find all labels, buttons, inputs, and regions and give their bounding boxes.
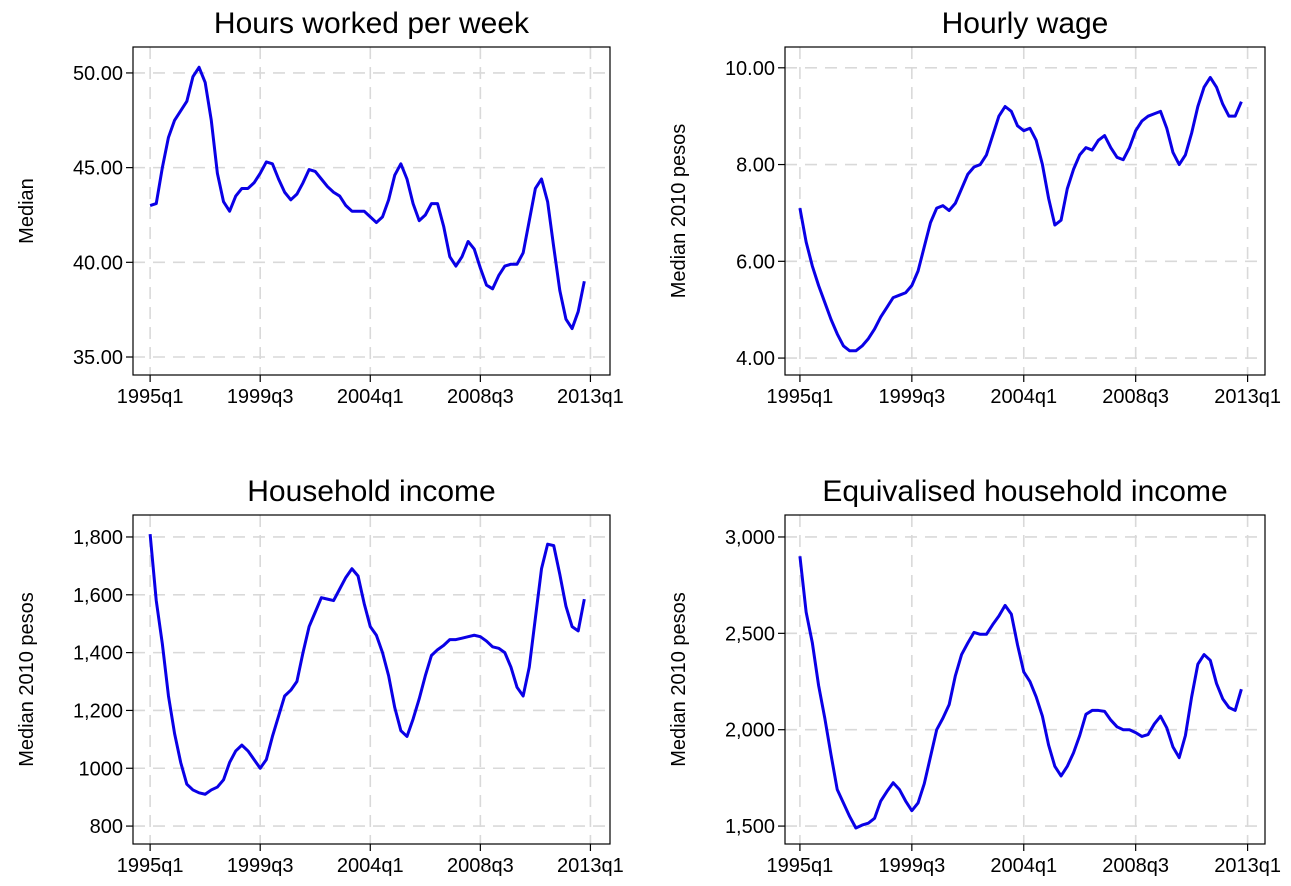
plot-frame <box>784 46 1266 376</box>
x-tick-label: 1995q1 <box>117 386 184 408</box>
data-line <box>798 75 1243 353</box>
y-axis-label: Median 2010 pesos <box>668 124 690 299</box>
y-tick-label: 40.00 <box>73 252 123 274</box>
y-tick-label: 45.00 <box>73 158 123 180</box>
plot-frame <box>132 514 611 845</box>
y-tick-label: 1,200 <box>73 700 123 722</box>
y-tick-label: 1,500 <box>725 816 775 838</box>
plot-frame <box>132 46 611 376</box>
y-tick-label: 1,600 <box>73 585 123 607</box>
x-tick-label: 2013q1 <box>557 386 624 408</box>
chart-title: Hourly wage <box>942 7 1109 40</box>
data-line <box>149 65 586 331</box>
chart-title: Equivalised household income <box>822 475 1227 508</box>
data-line <box>148 533 586 796</box>
x-tick-label: 2013q1 <box>1214 386 1281 408</box>
x-tick-label: 2004q1 <box>990 386 1057 408</box>
x-tick-label: 2013q1 <box>557 855 624 877</box>
y-tick-label: 1000 <box>79 758 124 780</box>
y-tick-label: 4.00 <box>736 348 775 370</box>
x-tick-label: 2008q3 <box>1102 855 1169 877</box>
x-tick-label: 1995q1 <box>117 855 184 877</box>
chart-title: Household income <box>247 475 495 508</box>
chart-title: Hours worked per week <box>214 7 530 40</box>
plot-frame <box>784 514 1266 845</box>
y-axis-label: Median <box>16 178 38 244</box>
x-tick-label: 1999q3 <box>227 386 294 408</box>
x-tick-label: 1995q1 <box>767 386 834 408</box>
x-tick-label: 2013q1 <box>1214 855 1281 877</box>
x-tick-label: 2008q3 <box>1102 386 1169 408</box>
y-tick-label: 1,800 <box>73 527 123 549</box>
x-tick-label: 2008q3 <box>447 855 514 877</box>
y-tick-label: 3,000 <box>725 527 775 549</box>
y-axis-label: Median 2010 pesos <box>668 592 690 767</box>
y-tick-label: 2,500 <box>725 623 775 645</box>
y-tick-label: 35.00 <box>73 347 123 369</box>
x-tick-label: 1995q1 <box>767 855 834 877</box>
y-axis-label: Median 2010 pesos <box>16 592 38 767</box>
y-tick-label: 50.00 <box>73 63 123 85</box>
x-tick-label: 2004q1 <box>337 386 404 408</box>
y-tick-label: 6.00 <box>736 251 775 273</box>
x-tick-label: 2008q3 <box>447 386 514 408</box>
y-tick-label: 10.00 <box>725 58 775 80</box>
x-tick-label: 2004q1 <box>337 855 404 877</box>
y-tick-label: 8.00 <box>736 155 775 177</box>
x-tick-label: 2004q1 <box>990 855 1057 877</box>
y-tick-label: 2,000 <box>725 720 775 742</box>
x-tick-label: 1999q3 <box>878 855 945 877</box>
y-tick-label: 800 <box>90 816 123 838</box>
y-tick-label: 1,400 <box>73 643 123 665</box>
x-tick-label: 1999q3 <box>227 855 294 877</box>
data-line <box>798 556 1243 830</box>
x-tick-label: 1999q3 <box>878 386 945 408</box>
